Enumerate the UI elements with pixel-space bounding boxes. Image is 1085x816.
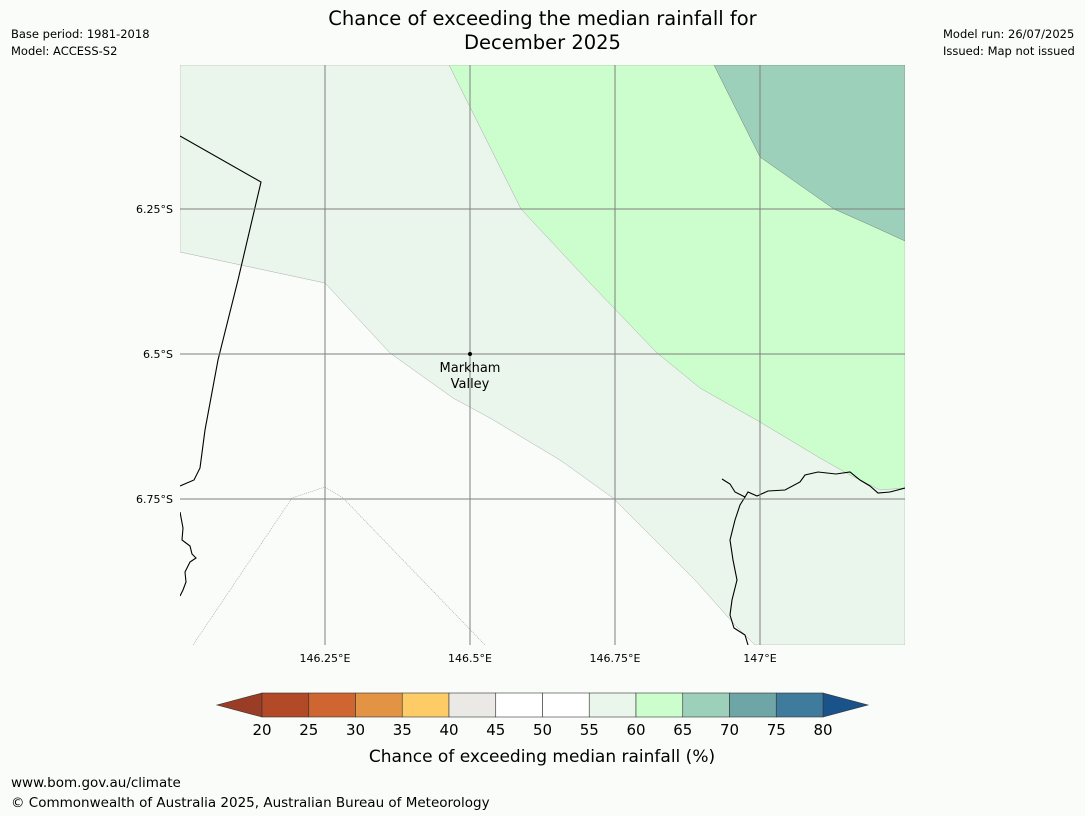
- coastline-west-border: [180, 135, 262, 487]
- colorbar-segment: [729, 692, 777, 718]
- colorbar-segment: [495, 692, 543, 718]
- colorbar-segment: [355, 692, 403, 718]
- colorbar-tick-label: 70: [720, 721, 739, 739]
- colorbar: 20 25 30 35 40 45 50 55 60 65 70 75 80: [215, 692, 870, 739]
- footer-copyright: © Commonwealth of Australia 2025, Austra…: [11, 795, 490, 811]
- colorbar-under-arrow: [215, 692, 263, 718]
- colorbar-title: Chance of exceeding median rainfall (%): [369, 747, 715, 767]
- lon-label-146.75E: 146.75°E: [590, 652, 641, 665]
- lon-label-146.25E: 146.25°E: [300, 652, 351, 665]
- colorbar-segment: [448, 692, 497, 718]
- gridlines: [180, 65, 905, 645]
- colorbar-tick-label: 80: [813, 721, 832, 739]
- metadata-right: Model run: 26/07/2025 Issued: Map not is…: [943, 26, 1075, 60]
- footer-url: www.bom.gov.au/climate: [11, 775, 181, 791]
- model-run-text: Model run: 26/07/2025: [943, 27, 1075, 41]
- colorbar-segment: [635, 692, 684, 718]
- base-period-text: Base period: 1981-2018: [11, 27, 150, 41]
- colorbar-segment: [682, 692, 730, 718]
- colorbar-tick-label: 65: [673, 721, 692, 739]
- lat-label-6.5S: 6.5°S: [143, 348, 173, 361]
- colorbar-tick-label: 40: [439, 721, 458, 739]
- coastline-southwest: [180, 511, 197, 597]
- colorbar-segment: [775, 692, 824, 718]
- issued-text: Issued: Map not issued: [943, 44, 1075, 58]
- colorbar-tick-label: 35: [393, 721, 412, 739]
- colorbar-segment: [588, 692, 637, 718]
- place-label-line2: Valley: [451, 377, 490, 392]
- map-title: Chance of exceeding the median rainfall …: [0, 7, 1085, 55]
- colorbar-tick-label: 25: [299, 721, 318, 739]
- colorbar-tick-label: 20: [252, 721, 271, 739]
- metadata-left: Base period: 1981-2018 Model: ACCESS-S2: [11, 26, 150, 60]
- colorbar-tick-label: 30: [346, 721, 365, 739]
- colorbar-segment: [261, 692, 310, 718]
- colorbar-segment: [542, 692, 590, 718]
- colorbar-tick-label: 45: [486, 721, 505, 739]
- lat-label-6.25S: 6.25°S: [136, 203, 173, 216]
- colorbar-over-arrow: [822, 692, 870, 718]
- lat-label-6.75S: 6.75°S: [136, 493, 173, 506]
- coastline-southeast: [729, 496, 749, 645]
- colorbar-segment: [308, 692, 356, 718]
- map-title-line1: Chance of exceeding the median rainfall …: [328, 7, 757, 30]
- lon-label-146.5E: 146.5°E: [448, 652, 492, 665]
- map-area: [180, 65, 905, 645]
- colorbar-tick-label: 50: [533, 721, 552, 739]
- lon-label-147E: 147°E: [743, 652, 776, 665]
- colorbar-tick-label: 60: [626, 721, 645, 739]
- coastline: [180, 135, 905, 645]
- colorbar-segment: [401, 692, 450, 718]
- coastline-huon-gulf: [721, 471, 905, 498]
- model-text: Model: ACCESS-S2: [11, 44, 118, 58]
- place-label-line1: Markham: [440, 361, 501, 376]
- place-marker: [468, 352, 472, 356]
- colorbar-tick-label: 75: [767, 721, 786, 739]
- colorbar-tick-label: 55: [580, 721, 599, 739]
- map-title-line2: December 2025: [464, 31, 621, 54]
